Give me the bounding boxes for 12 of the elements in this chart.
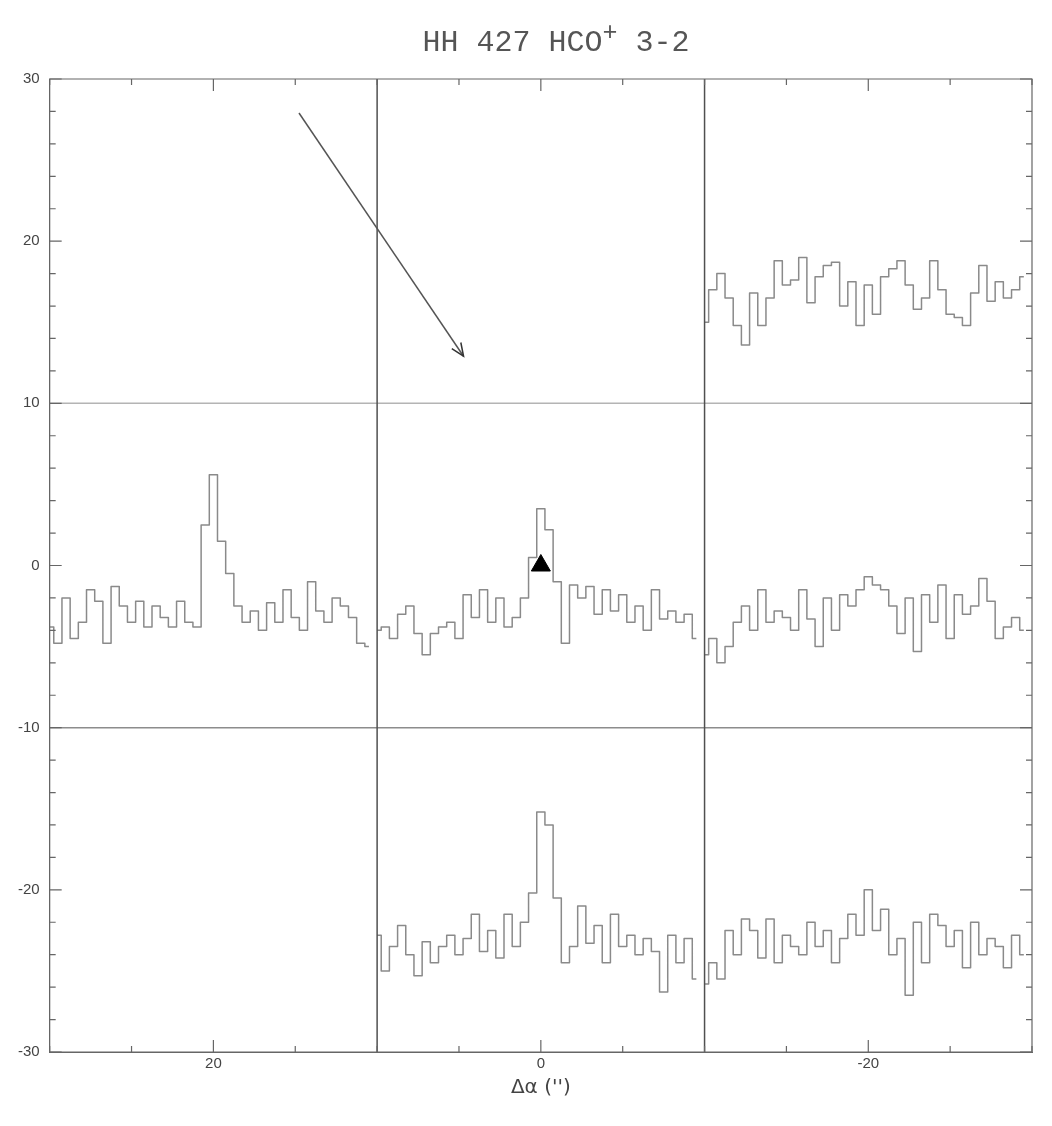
y-tick-label: -10 — [17, 717, 40, 735]
y-tick-label: 20 — [22, 231, 40, 249]
chart-title: HH 427 HCO$^{+}$ 3-2 — [421, 18, 691, 60]
y-tick-label: -30 — [17, 1042, 40, 1060]
y-tick-label: 30 — [22, 69, 40, 87]
y-tick-label: -20 — [17, 879, 40, 897]
x-axis-title: Δα ('') — [510, 1074, 571, 1099]
y-tick-label: 10 — [22, 393, 40, 411]
x-tick-label: -20 — [857, 1054, 880, 1072]
x-tick-label: 20 — [205, 1054, 222, 1072]
y-tick-label: 0 — [31, 555, 40, 573]
x-tick-label: 0 — [536, 1054, 546, 1072]
